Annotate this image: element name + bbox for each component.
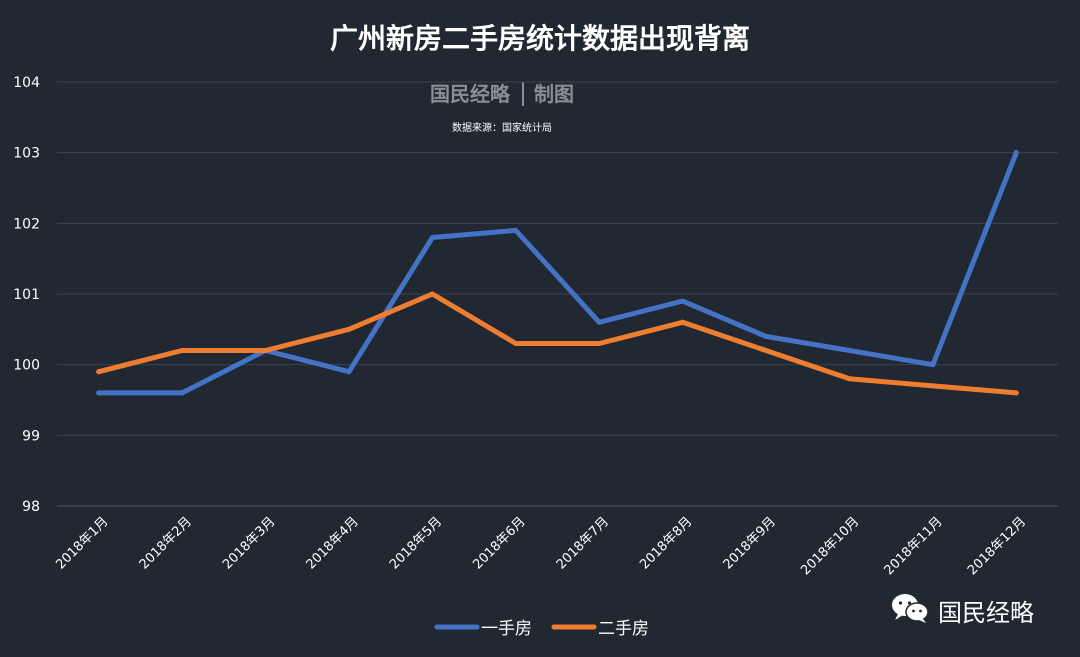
series-lines bbox=[96, 150, 1019, 396]
data-point-series-2 bbox=[763, 348, 769, 354]
data-point-series-1 bbox=[346, 369, 352, 375]
y-tick-label: 104 bbox=[13, 75, 40, 91]
x-tick-label: 2018年1月 bbox=[53, 514, 111, 572]
y-tick-label: 99 bbox=[22, 428, 40, 444]
x-axis: 2018年1月 2018年2月 2018年3月 2018年4月 2018年5月 2018年… bbox=[53, 514, 1029, 578]
x-tick-label: 2018年7月 bbox=[554, 514, 612, 572]
footer-brand: 国民经略 bbox=[890, 590, 1034, 630]
y-tick-label: 98 bbox=[22, 499, 40, 515]
y-tick-label: 100 bbox=[13, 358, 40, 374]
legend-label-series-1: 一手房 bbox=[481, 619, 532, 639]
data-point-series-1 bbox=[513, 227, 519, 233]
data-point-series-2 bbox=[429, 291, 435, 297]
series-line-1 bbox=[96, 150, 1019, 396]
data-point-series-2 bbox=[680, 319, 686, 325]
wechat-icon bbox=[890, 592, 930, 628]
data-point-series-2 bbox=[930, 383, 936, 389]
watermark-source: 数据来源：国家统计局 bbox=[452, 121, 552, 134]
data-point-series-2 bbox=[846, 376, 852, 382]
data-point-series-1 bbox=[763, 333, 769, 339]
data-point-series-1 bbox=[96, 390, 102, 396]
watermark-divider bbox=[522, 82, 524, 106]
data-point-series-2 bbox=[596, 340, 602, 346]
series-line-2 bbox=[96, 291, 1019, 396]
data-point-series-1 bbox=[846, 348, 852, 354]
x-tick-label: 2018年11月 bbox=[882, 514, 946, 578]
data-point-series-2 bbox=[1013, 390, 1019, 396]
y-tick-label: 102 bbox=[13, 216, 40, 232]
data-point-series-2 bbox=[513, 340, 519, 346]
y-axis: 98 99 100 101 102 103 104 bbox=[13, 75, 40, 515]
x-tick-label: 2018年10月 bbox=[798, 514, 862, 578]
y-tick-label: 101 bbox=[13, 287, 40, 303]
x-tick-label: 2018年12月 bbox=[965, 514, 1029, 578]
data-point-series-2 bbox=[263, 348, 269, 354]
x-tick-label: 2018年2月 bbox=[137, 514, 195, 572]
data-point-series-2 bbox=[346, 326, 352, 332]
data-point-series-2 bbox=[96, 369, 102, 375]
watermark-brand: 国民经略 bbox=[430, 82, 511, 106]
watermark: 国民经略 制图 数据来源：国家统计局 bbox=[430, 82, 574, 134]
x-tick-label: 2018年9月 bbox=[721, 514, 779, 572]
data-point-series-1 bbox=[930, 362, 936, 368]
x-tick-label: 2018年8月 bbox=[637, 514, 695, 572]
x-tick-label: 2018年3月 bbox=[220, 514, 278, 572]
x-tick-label: 2018年6月 bbox=[470, 514, 528, 572]
chart-title: 广州新房二手房统计数据出现背离 bbox=[330, 22, 750, 55]
data-point-series-1 bbox=[429, 234, 435, 240]
data-point-series-1 bbox=[1013, 150, 1019, 156]
grid-lines bbox=[57, 81, 1058, 507]
data-point-series-1 bbox=[680, 298, 686, 304]
data-point-series-2 bbox=[179, 348, 185, 354]
footer-brand-label: 国民经略 bbox=[938, 598, 1034, 627]
y-tick-label: 103 bbox=[13, 146, 40, 162]
data-point-series-1 bbox=[596, 319, 602, 325]
x-tick-label: 2018年4月 bbox=[304, 514, 362, 572]
legend: 一手房 二手房 bbox=[434, 619, 649, 639]
legend-label-series-2: 二手房 bbox=[598, 619, 649, 639]
watermark-made: 制图 bbox=[534, 82, 574, 106]
data-point-series-1 bbox=[179, 390, 185, 396]
x-tick-label: 2018年5月 bbox=[387, 514, 445, 572]
